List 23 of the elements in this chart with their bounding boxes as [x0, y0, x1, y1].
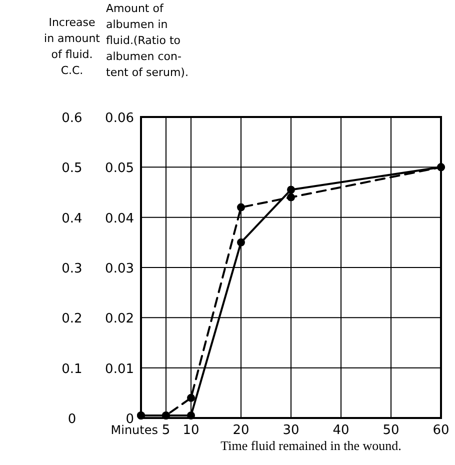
y-tick-label: 0.6	[62, 111, 82, 126]
y-tick-label: 0.3	[62, 262, 82, 276]
y-tick-label: 0.4	[62, 211, 82, 226]
x-tick-label: 10	[182, 423, 200, 438]
y2-tick-label: 0.02	[105, 312, 134, 327]
x-tick-label: 20	[232, 423, 250, 438]
y2-tick-label: 0.05	[105, 161, 134, 176]
x-tick-label: 30	[282, 423, 300, 438]
x-axis-title: Time fluid remained in the wound.	[220, 438, 402, 453]
x-tick-label: 5	[162, 423, 170, 438]
y-axis-title: Increase in amount of fluid. C.C.	[44, 16, 101, 77]
y2-axis-title: Amount of albumen in fluid.(Ratio to albumen con- tent of serum).	[106, 2, 188, 79]
y2-tick-label: 0.01	[105, 362, 134, 377]
y2-tick-label: 0.06	[105, 111, 134, 126]
x-tick-label: 40	[332, 423, 350, 438]
y2-tick-label: 0.04	[105, 211, 134, 226]
x-tick-label: 50	[382, 423, 400, 438]
y-tick-label: 0.1	[62, 362, 82, 377]
y-tick-label: 0	[68, 412, 76, 427]
y2-tick-label: 0.03	[105, 262, 134, 276]
y-tick-label: 0.2	[62, 312, 82, 327]
x-tick-label: 60	[432, 423, 450, 438]
y-tick-label: 0.5	[62, 161, 82, 176]
